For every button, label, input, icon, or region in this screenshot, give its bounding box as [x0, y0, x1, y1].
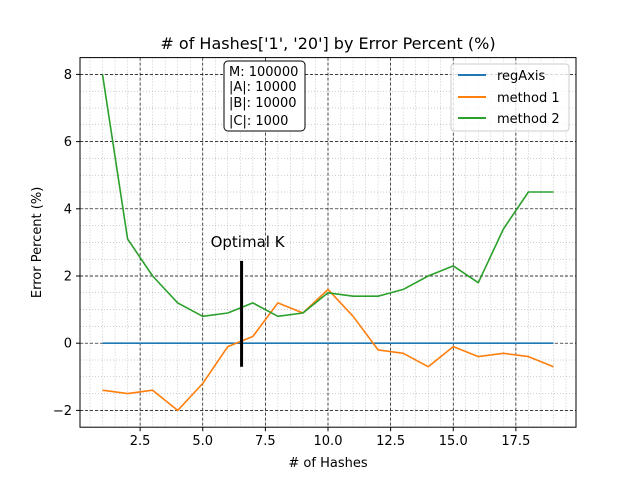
x-tick-label: 5.0	[192, 434, 213, 449]
y-tick-label: 8	[64, 68, 72, 83]
x-axis-label: # of Hashes	[288, 456, 367, 471]
axis-ticks: 2.5 5.0 7.5 10.0 12.5 15.0 17.5 −2 0 2 4 6 8	[53, 68, 531, 449]
legend-label-method-1: method 1	[497, 91, 560, 106]
x-tick-label: 7.5	[255, 434, 276, 449]
y-tick-label: 6	[64, 135, 72, 150]
legend-label-method-2: method 2	[497, 112, 560, 127]
legend-frame	[450, 63, 570, 132]
info-line-c: |C|: 1000	[229, 114, 288, 129]
legend: regAxis method 1 method 2	[450, 63, 570, 132]
y-tick-label: −2	[53, 404, 72, 419]
x-tick-label: 15.0	[439, 434, 468, 449]
y-tick-label: 4	[64, 202, 72, 217]
x-tick-label: 12.5	[376, 434, 405, 449]
legend-label-regaxis: regAxis	[497, 69, 546, 84]
info-box-frame	[223, 60, 306, 132]
x-tick-label: 2.5	[130, 434, 151, 449]
info-line-m: M: 100000	[229, 65, 298, 80]
info-line-a: |A|: 10000	[229, 80, 297, 95]
info-line-b: |B|: 10000	[229, 96, 297, 111]
series-line-method-2	[101, 74, 554, 318]
series-line-method-1	[102, 288, 554, 412]
x-tick-label: 10.0	[314, 434, 343, 449]
y-tick-label: 2	[64, 270, 72, 285]
optimal-k-label: Optimal K	[211, 233, 286, 251]
y-tick-label: 0	[64, 337, 72, 352]
annotation-layer: Optimal K	[211, 233, 286, 367]
series-layer	[101, 74, 554, 412]
info-box: M: 100000 |A|: 10000 |B|: 10000 |C|: 100…	[223, 60, 306, 132]
chart-title: # of Hashes['1', '20'] by Error Percent …	[160, 34, 495, 53]
y-axis-label: Error Percent (%)	[30, 187, 45, 298]
x-tick-label: 17.5	[501, 434, 530, 449]
